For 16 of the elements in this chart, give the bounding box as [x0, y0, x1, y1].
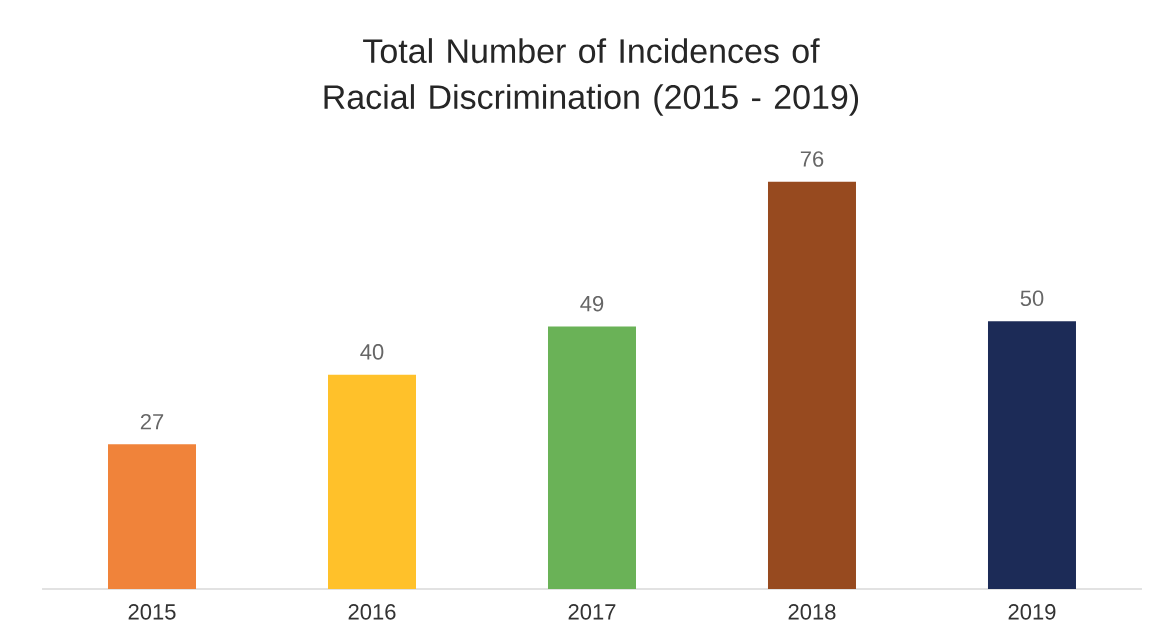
data-label: 49	[580, 295, 604, 312]
bar	[767, 181, 856, 589]
data-label: 76	[800, 151, 824, 167]
x-tick-label: 2018	[788, 604, 836, 620]
bar	[548, 326, 636, 589]
bar	[108, 444, 197, 589]
x-tick-label: 2015	[128, 604, 176, 620]
bar	[987, 321, 1076, 589]
x-tick-label: 2017	[568, 604, 616, 620]
data-label: 27	[140, 413, 164, 430]
x-tick-label: 2016	[348, 604, 396, 620]
bar	[328, 374, 416, 589]
x-tick-label: 2019	[1008, 604, 1056, 620]
chart-title: Total Number of Incidences of Racial Discrimination (2015 - 2019)	[324, 38, 859, 116]
data-label: 50	[1020, 290, 1044, 307]
data-label: 40	[360, 344, 384, 360]
